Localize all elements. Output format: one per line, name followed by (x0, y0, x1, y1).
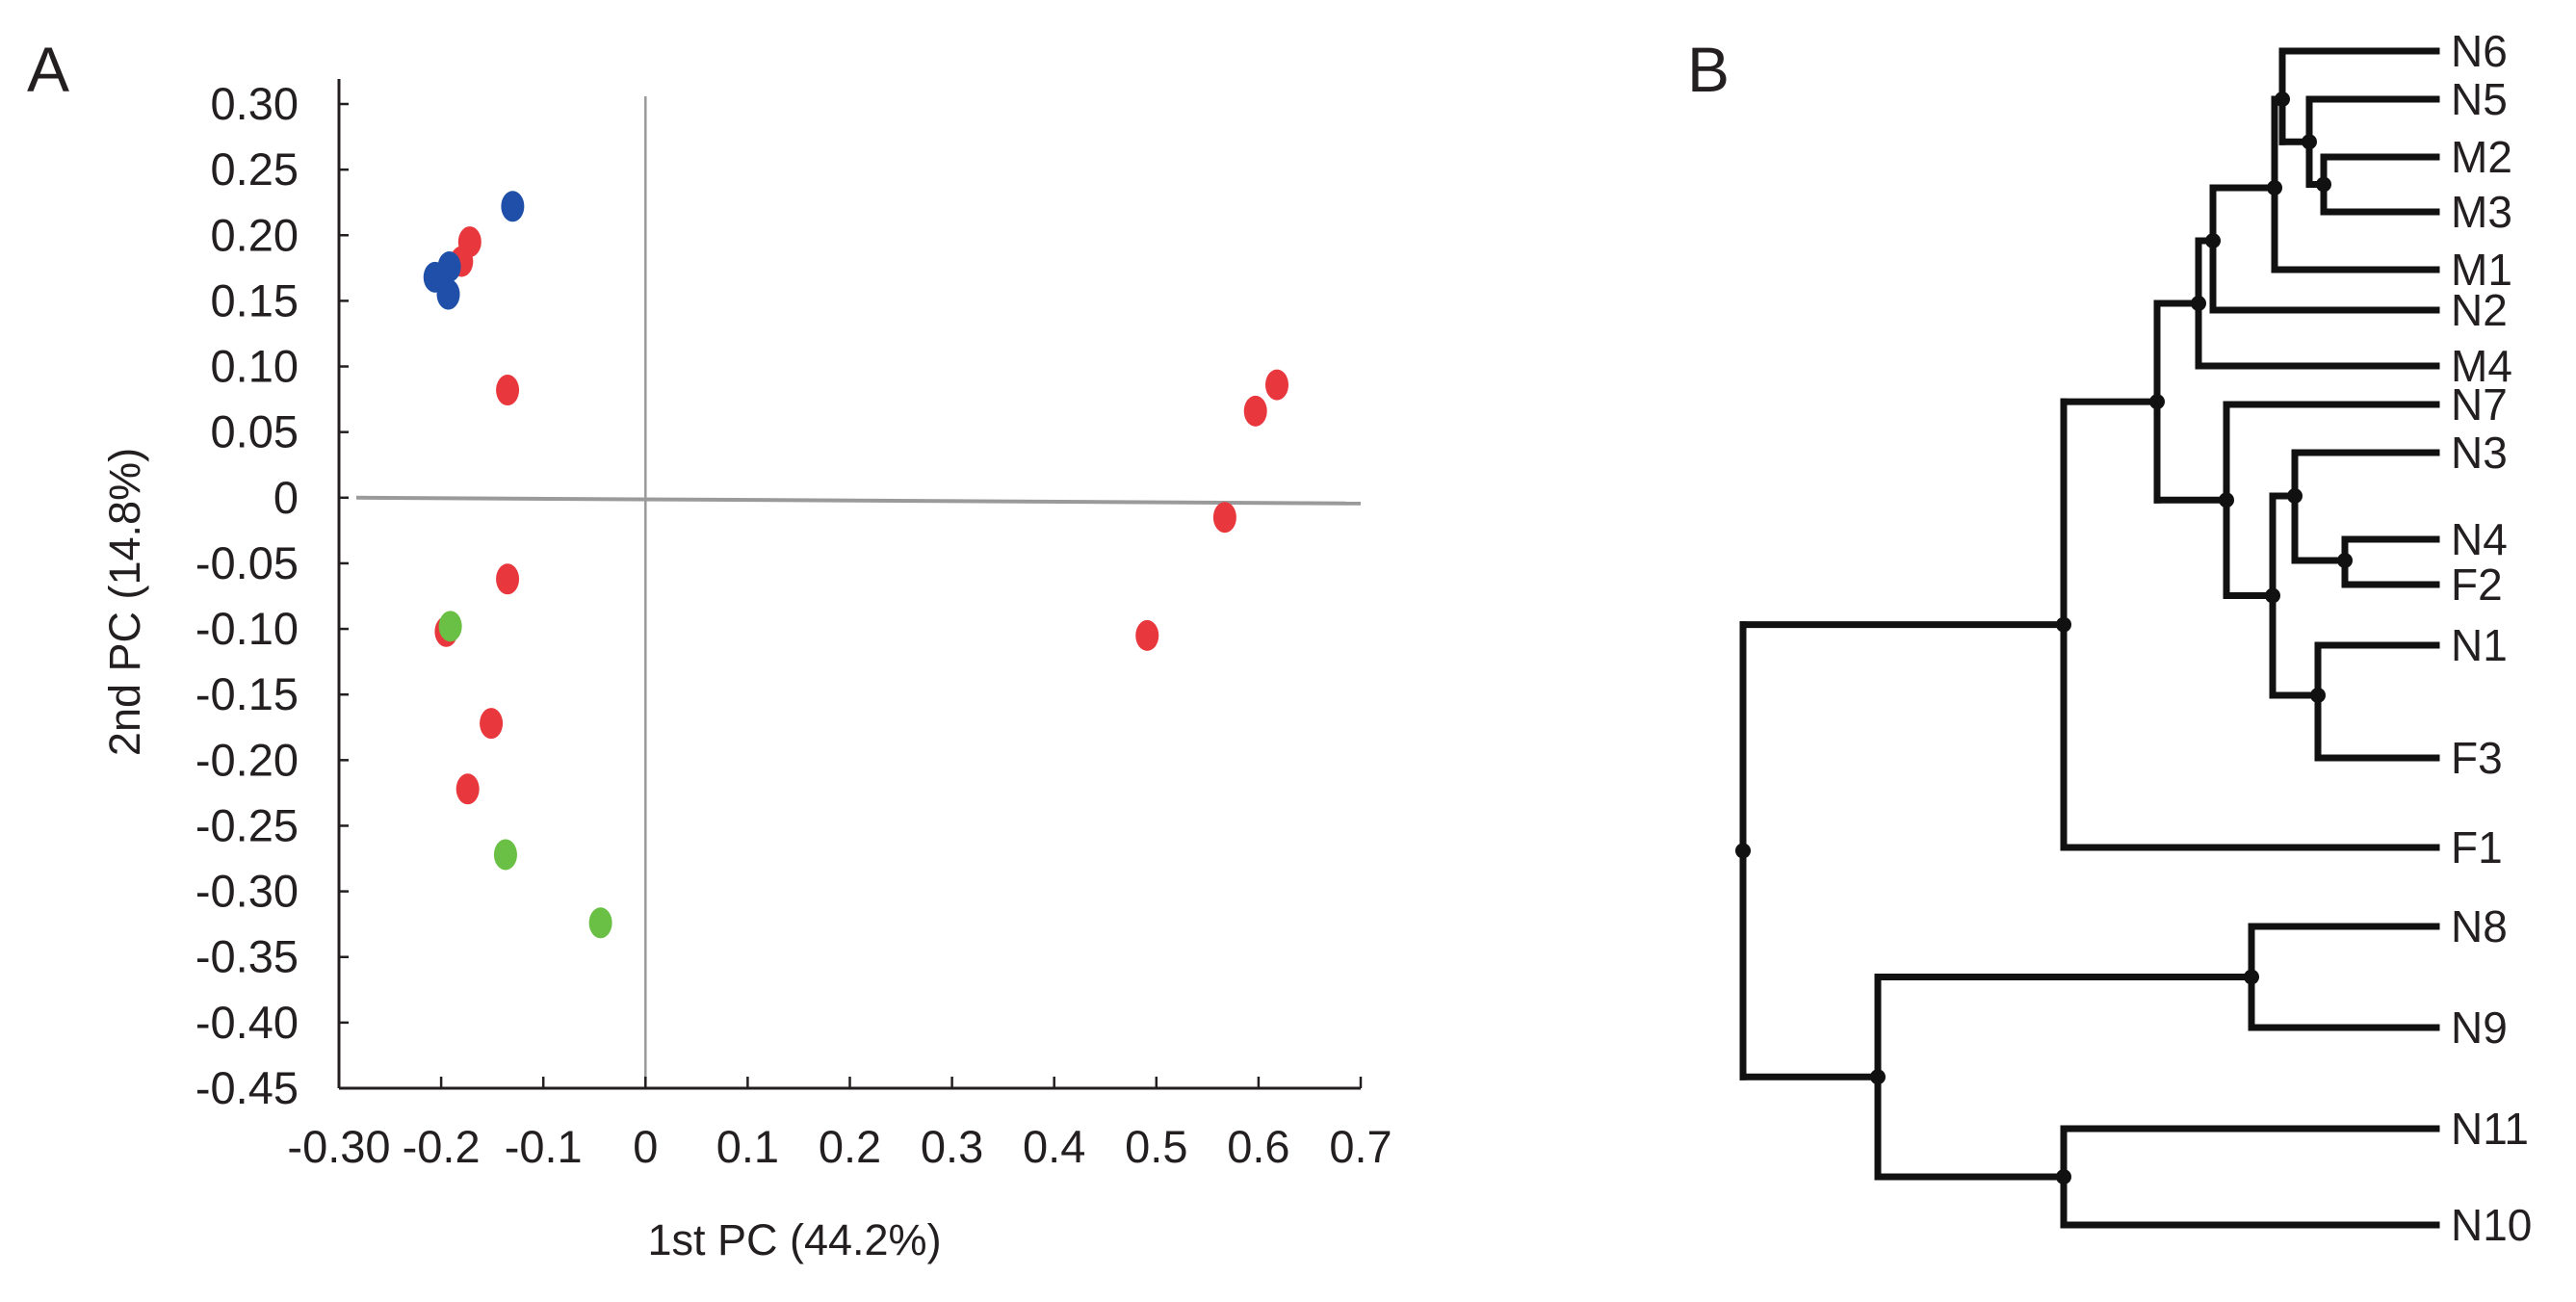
leaf-label: F3 (2451, 733, 2503, 783)
leaf-label: M2 (2451, 132, 2512, 182)
scatter-points (423, 191, 1288, 939)
y-tick-label: -0.25 (195, 799, 299, 850)
y-tick-label: 0.20 (211, 209, 299, 260)
y-axis-title: 2nd PC (14.8%) (100, 448, 149, 756)
scatter-point-red (480, 708, 504, 740)
leaf-label: N5 (2451, 74, 2508, 124)
y-tick-label: -0.10 (195, 603, 299, 654)
panel-a-letter: A (27, 34, 69, 105)
x-tick-label: 0 (633, 1121, 658, 1172)
leaf-label: N8 (2451, 901, 2508, 951)
dendrogram-root-node (1735, 843, 1751, 859)
panel-a-pca-scatter: A 0.300.250.200.150.100.050-0.05-0.10-0.… (27, 34, 1392, 1264)
y-tick-label: 0 (273, 472, 299, 523)
scatter-point-green (438, 611, 462, 642)
leaf-label: N7 (2451, 379, 2508, 430)
x-tick-label: -0.2 (403, 1121, 481, 1172)
leaf-label: M4 (2451, 341, 2512, 391)
y-tick-label: -0.40 (195, 997, 299, 1048)
x-tick-label: 0.4 (1023, 1121, 1085, 1172)
leaf-label: F1 (2451, 822, 2503, 872)
leaf-label: N3 (2451, 428, 2508, 478)
leaf-label: N1 (2451, 620, 2508, 670)
y-tick-label: -0.45 (195, 1062, 299, 1113)
leaf-label: M3 (2451, 187, 2512, 237)
x-tick-label: 0.2 (819, 1121, 881, 1172)
y-tick-label: -0.35 (195, 931, 299, 982)
x-tick-label: 0.7 (1329, 1121, 1392, 1172)
y-tick-label: -0.20 (195, 734, 299, 785)
scatter-point-red (1212, 502, 1236, 534)
leaf-label: N6 (2451, 26, 2508, 76)
scatter-point-red (455, 773, 480, 805)
leaf-label: N11 (2451, 1104, 2529, 1154)
y-tick-label: 0.05 (211, 406, 299, 457)
scatter-point-blue (436, 278, 460, 310)
y-tick-label: -0.05 (195, 537, 299, 588)
y-tick-label: 0.10 (211, 341, 299, 392)
leaf-label: N2 (2451, 285, 2508, 335)
y-tick-label: 0.15 (211, 274, 299, 326)
y-tick-label: 0.25 (211, 143, 299, 195)
x-tick-label: 0.3 (921, 1121, 983, 1172)
scatter-point-green (493, 839, 517, 871)
y-tick-label: -0.30 (195, 866, 299, 917)
leaf-label: N10 (2451, 1200, 2532, 1250)
scatter-point-red (496, 375, 520, 406)
zero-horizontal-line (355, 495, 1362, 506)
leaf-label: N4 (2451, 514, 2508, 564)
scatter-point-red (1135, 619, 1159, 651)
x-tick-label: -0.30 (287, 1121, 390, 1172)
y-tick-label: 0.30 (211, 78, 299, 129)
scatter-point-red (1264, 369, 1288, 401)
panel-b-letter: B (1687, 34, 1730, 105)
leaf-label: F2 (2451, 560, 2503, 610)
x-axis-title: 1st PC (44.2%) (647, 1215, 941, 1264)
leaf-label: M1 (2451, 245, 2512, 295)
x-tick-label: 0.6 (1227, 1121, 1289, 1172)
scatter-point-red (496, 563, 520, 595)
scatter-point-red (1243, 395, 1267, 427)
x-tick-label: 0.5 (1125, 1121, 1187, 1172)
x-ticks: -0.30 -0.2 -0.1 0 0.1 0.2 0.3 0.4 0.5 0.6 0.7 (287, 1077, 1392, 1172)
leaf-label: N9 (2451, 1003, 2508, 1053)
scatter-point-blue (501, 191, 525, 222)
x-tick-label: 0.1 (716, 1121, 779, 1172)
scatter-point-green (588, 907, 612, 939)
dendrogram-tree (1735, 47, 2440, 1229)
y-tick-label: -0.15 (195, 668, 299, 719)
x-tick-label: -0.1 (505, 1121, 583, 1172)
y-ticks: 0.30 0.25 0.20 0.15 0.10 0.05 0 -0.05 -0.10 -0.15… (195, 78, 349, 1113)
